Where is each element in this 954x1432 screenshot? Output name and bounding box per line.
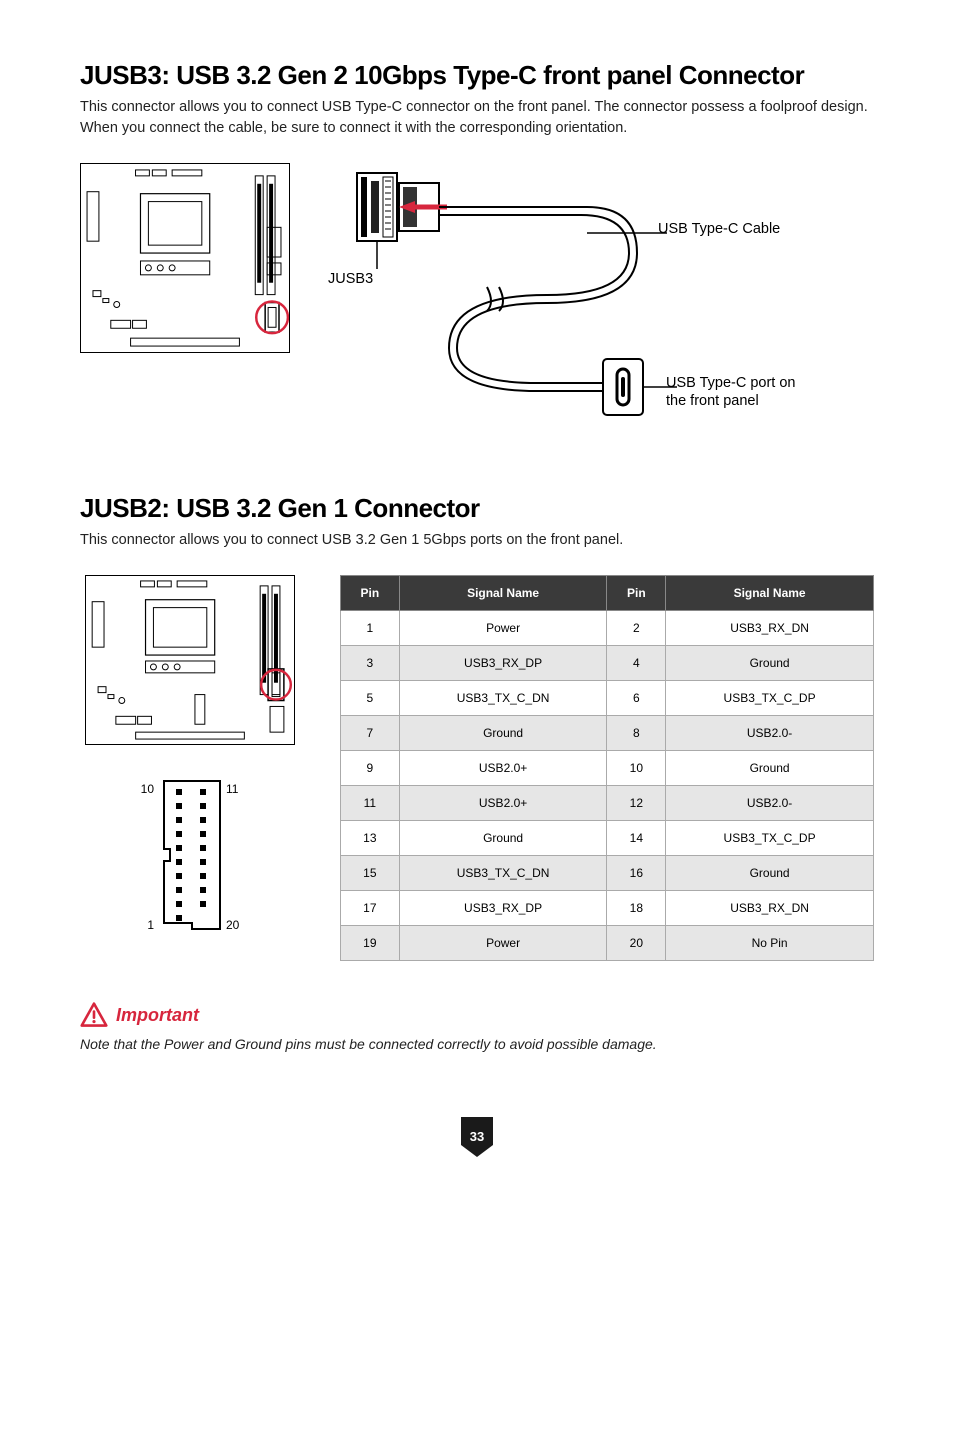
usb-type-c-cable-diagram: JUSB3 USB Type-C Cable USB Type-C port o… <box>320 163 874 423</box>
table-cell: Power <box>399 611 607 646</box>
table-row: 9USB2.0+10Ground <box>341 751 874 786</box>
table-cell: Ground <box>399 821 607 856</box>
table-cell: USB3_RX_DN <box>666 611 874 646</box>
motherboard-schematic-1 <box>80 163 290 353</box>
table-cell: 17 <box>341 891 400 926</box>
pin-label-20: 20 <box>226 918 240 932</box>
table-row: 7Ground8USB2.0- <box>341 716 874 751</box>
section2-container: JUSB2: USB 3.2 Gen 1 Connector This conn… <box>80 493 874 961</box>
motherboard-schematic-2 <box>85 575 295 745</box>
usb-port-label-2: the front panel <box>666 393 759 409</box>
table-cell: USB3_TX_C_DN <box>399 681 607 716</box>
table-row: 19Power20No Pin <box>341 926 874 961</box>
table-cell: 6 <box>607 681 666 716</box>
table-cell: USB2.0+ <box>399 786 607 821</box>
table-cell: 5 <box>341 681 400 716</box>
pinout-tbody: 1Power2USB3_RX_DN3USB3_RX_DP4Ground5USB3… <box>341 611 874 961</box>
motherboard-svg-1 <box>81 164 289 352</box>
table-cell: USB3_TX_C_DP <box>666 681 874 716</box>
table-cell: USB3_RX_DP <box>399 646 607 681</box>
table-cell: 7 <box>341 716 400 751</box>
jusb3-label: JUSB3 <box>328 271 373 287</box>
table-cell: USB3_RX_DP <box>399 891 607 926</box>
table-row: 5USB3_TX_C_DN6USB3_TX_C_DP <box>341 681 874 716</box>
table-cell: 14 <box>607 821 666 856</box>
table-cell: 9 <box>341 751 400 786</box>
table-cell: 19 <box>341 926 400 961</box>
table-row: 15USB3_TX_C_DN16Ground <box>341 856 874 891</box>
table-cell: USB2.0- <box>666 786 874 821</box>
section1-heading: JUSB3: USB 3.2 Gen 2 10Gbps Type-C front… <box>80 60 874 91</box>
table-cell: 1 <box>341 611 400 646</box>
table-row: 17USB3_RX_DP18USB3_RX_DN <box>341 891 874 926</box>
table-cell: Ground <box>399 716 607 751</box>
table-cell: USB3_TX_C_DN <box>399 856 607 891</box>
section1-description: This connector allows you to connect USB… <box>80 97 874 139</box>
important-block: Important Note that the Power and Ground… <box>80 1001 874 1055</box>
table-cell: 3 <box>341 646 400 681</box>
table-row: 3USB3_RX_DP4Ground <box>341 646 874 681</box>
pinout-table: Pin Signal Name Pin Signal Name 1Power2U… <box>340 575 874 961</box>
table-cell: USB3_TX_C_DP <box>666 821 874 856</box>
motherboard-svg-2 <box>86 576 294 744</box>
important-label: Important <box>116 1005 199 1026</box>
table-row: 13Ground14USB3_TX_C_DP <box>341 821 874 856</box>
table-cell: 11 <box>341 786 400 821</box>
section2-description: This connector allows you to connect USB… <box>80 530 874 551</box>
table-cell: 8 <box>607 716 666 751</box>
important-note: Note that the Power and Ground pins must… <box>80 1035 874 1055</box>
warning-icon <box>80 1001 108 1029</box>
table-cell: 15 <box>341 856 400 891</box>
page-number-badge: 33 <box>457 1115 497 1159</box>
pin-label-1: 1 <box>147 918 154 932</box>
section2-left-column: 10 11 1 20 <box>80 575 300 935</box>
pin-connector-diagram: 10 11 1 20 <box>130 775 250 935</box>
section1-diagram-area: JUSB3 USB Type-C Cable USB Type-C port o… <box>80 163 874 423</box>
table-cell: 18 <box>607 891 666 926</box>
table-cell: 12 <box>607 786 666 821</box>
page-number: 33 <box>470 1129 484 1144</box>
table-cell: 2 <box>607 611 666 646</box>
table-header-pin-2: Pin <box>607 576 666 611</box>
table-cell: Ground <box>666 856 874 891</box>
pin-label-11: 11 <box>226 782 239 796</box>
table-cell: 16 <box>607 856 666 891</box>
table-cell: 4 <box>607 646 666 681</box>
section2-heading: JUSB2: USB 3.2 Gen 1 Connector <box>80 493 874 524</box>
table-header-pin-1: Pin <box>341 576 400 611</box>
table-cell: Power <box>399 926 607 961</box>
important-header: Important <box>80 1001 874 1029</box>
table-cell: Ground <box>666 646 874 681</box>
table-cell: 13 <box>341 821 400 856</box>
table-cell: USB2.0+ <box>399 751 607 786</box>
table-header-signal-1: Signal Name <box>399 576 607 611</box>
table-cell: USB2.0- <box>666 716 874 751</box>
table-header-signal-2: Signal Name <box>666 576 874 611</box>
pin-label-10: 10 <box>141 782 155 796</box>
table-row: 11USB2.0+12USB2.0- <box>341 786 874 821</box>
section2-body: 10 11 1 20 <box>80 575 874 961</box>
table-cell: 10 <box>607 751 666 786</box>
usb-cable-label: USB Type-C Cable <box>658 221 780 237</box>
table-cell: USB3_RX_DN <box>666 891 874 926</box>
table-row: 1Power2USB3_RX_DN <box>341 611 874 646</box>
table-cell: No Pin <box>666 926 874 961</box>
usb-port-label-1: USB Type-C port on <box>666 375 796 391</box>
table-cell: 20 <box>607 926 666 961</box>
table-cell: Ground <box>666 751 874 786</box>
